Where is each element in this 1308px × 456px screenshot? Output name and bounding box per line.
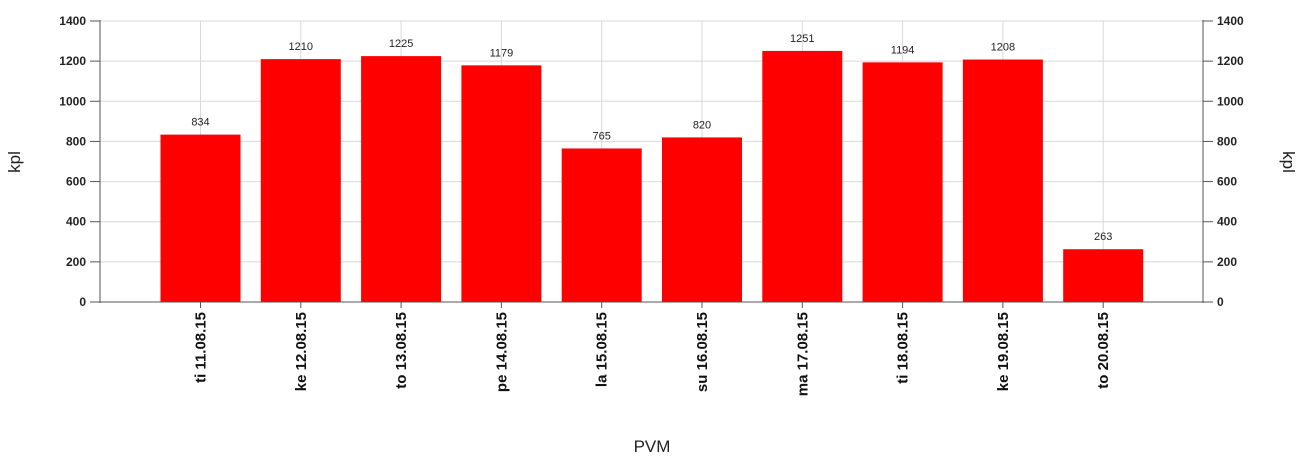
y-tick-label-right: 1200 bbox=[1217, 54, 1244, 68]
y-tick-label-left: 200 bbox=[66, 255, 86, 269]
bar bbox=[862, 62, 943, 303]
y-tick-label-left: 800 bbox=[66, 134, 86, 148]
data-label: 1251 bbox=[790, 33, 814, 45]
data-label: 834 bbox=[191, 117, 209, 129]
data-label: 1225 bbox=[389, 38, 413, 50]
y-tick-label-left: 1000 bbox=[59, 94, 86, 108]
bar bbox=[260, 59, 341, 303]
data-label: 1208 bbox=[991, 42, 1015, 54]
bar-series bbox=[160, 50, 1144, 303]
x-tick-label: to 13.08.15 bbox=[393, 312, 410, 389]
y-tick-label-left: 1200 bbox=[59, 54, 86, 68]
x-axis-title: PVM bbox=[634, 437, 671, 456]
y-tick-label-left: 1400 bbox=[59, 14, 86, 28]
x-tick-label: to 20.08.15 bbox=[1095, 312, 1112, 389]
y-tick-label-right: 800 bbox=[1217, 134, 1237, 148]
bar bbox=[1063, 249, 1144, 302]
y-axis-title-right: kpl bbox=[1279, 151, 1298, 173]
y-tick-label-left: 600 bbox=[66, 175, 86, 189]
data-label: 765 bbox=[593, 130, 611, 142]
y-tick-label-right: 600 bbox=[1217, 175, 1237, 189]
y-tick-label-right: 200 bbox=[1217, 255, 1237, 269]
axes bbox=[90, 20, 1213, 308]
bar bbox=[561, 148, 642, 302]
x-tick-label: su 16.08.15 bbox=[694, 312, 711, 392]
labels: 834 1210 1225 1179 765 820 1251 1194 1208 263 0 0 20… bbox=[59, 14, 1244, 396]
y-tick-label-right: 1000 bbox=[1217, 94, 1244, 108]
y-tick-label-right: 1400 bbox=[1217, 14, 1244, 28]
y-tick-label-right: 0 bbox=[1217, 295, 1224, 309]
y-tick-label-left: 0 bbox=[79, 295, 86, 309]
y-axis-title-left: kpl bbox=[5, 151, 24, 173]
data-label: 1210 bbox=[289, 41, 313, 53]
x-tick-label: la 15.08.15 bbox=[594, 312, 611, 387]
y-tick-label-left: 400 bbox=[66, 215, 86, 229]
data-label: 1194 bbox=[891, 44, 915, 56]
data-label: 820 bbox=[693, 119, 711, 131]
bar bbox=[662, 137, 742, 302]
x-tick-label: ti 18.08.15 bbox=[895, 312, 912, 384]
bar bbox=[461, 65, 542, 303]
y-tick-label-right: 400 bbox=[1217, 215, 1237, 229]
bar bbox=[762, 50, 843, 302]
bar bbox=[160, 134, 241, 302]
data-label: 1179 bbox=[490, 47, 514, 59]
x-tick-label: ke 19.08.15 bbox=[995, 312, 1012, 391]
x-tick-label: pe 14.08.15 bbox=[493, 312, 510, 392]
x-tick-label: ti 11.08.15 bbox=[193, 312, 210, 383]
bar bbox=[361, 56, 442, 302]
x-tick-label: ma 17.08.15 bbox=[794, 312, 811, 396]
x-tick-label: ke 12.08.15 bbox=[293, 312, 310, 391]
data-label: 263 bbox=[1094, 231, 1112, 243]
bar bbox=[962, 59, 1043, 303]
